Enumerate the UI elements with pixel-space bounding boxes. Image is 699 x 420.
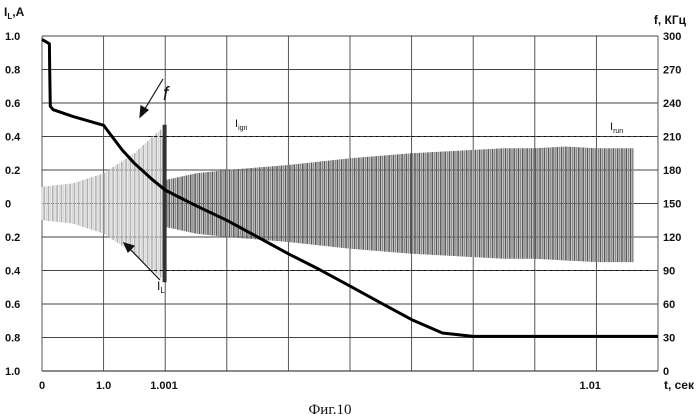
right-tick-label: 180 bbox=[663, 165, 681, 177]
x-tick-label: 1.0 bbox=[96, 380, 111, 392]
left-tick-label: 0.8 bbox=[5, 65, 20, 77]
right-tick-label: 150 bbox=[663, 199, 681, 211]
left-tick-label: 0.2 bbox=[5, 232, 20, 244]
left-tick-label: 0.8 bbox=[5, 333, 20, 345]
right-tick-label: 0 bbox=[663, 366, 669, 378]
right-tick-label: 120 bbox=[663, 232, 681, 244]
right-axis-title: f, КГц bbox=[654, 13, 687, 27]
run-label: Irun bbox=[610, 121, 623, 135]
il-envelope-layer bbox=[42, 125, 633, 282]
right-tick-label: 240 bbox=[663, 98, 681, 110]
left-tick-label: 0.4 bbox=[5, 132, 21, 144]
figure-caption: Фиг.10 bbox=[308, 402, 351, 418]
left-tick-label: 1.0 bbox=[5, 366, 20, 378]
left-tick-label: 0.6 bbox=[5, 98, 20, 110]
right-tick-label: 90 bbox=[663, 266, 675, 278]
x-tick-label: 1.01 bbox=[580, 380, 601, 392]
x-tick-label: 1.001 bbox=[150, 380, 178, 392]
right-tick-label: 210 bbox=[663, 132, 681, 144]
left-tick-label: 0.4 bbox=[5, 266, 21, 278]
right-tick-label: 30 bbox=[663, 333, 675, 345]
left-axis-title: IL,A bbox=[4, 5, 25, 21]
left-tick-label: 1.0 bbox=[5, 31, 20, 43]
left-tick-label: 0.2 bbox=[5, 165, 20, 177]
x-axis-title: t, сек bbox=[664, 378, 695, 392]
x-tick-label: 0 bbox=[39, 380, 45, 392]
f-series-label: f bbox=[163, 84, 170, 105]
right-tick-label: 300 bbox=[663, 31, 681, 43]
f-pointer-arrow bbox=[140, 79, 163, 117]
ign-label: Iign bbox=[235, 118, 248, 132]
left-tick-label: 0.6 bbox=[5, 299, 20, 311]
right-tick-label: 270 bbox=[663, 65, 681, 77]
right-tick-label: 60 bbox=[663, 299, 675, 311]
left-tick-label: 0 bbox=[5, 199, 11, 211]
